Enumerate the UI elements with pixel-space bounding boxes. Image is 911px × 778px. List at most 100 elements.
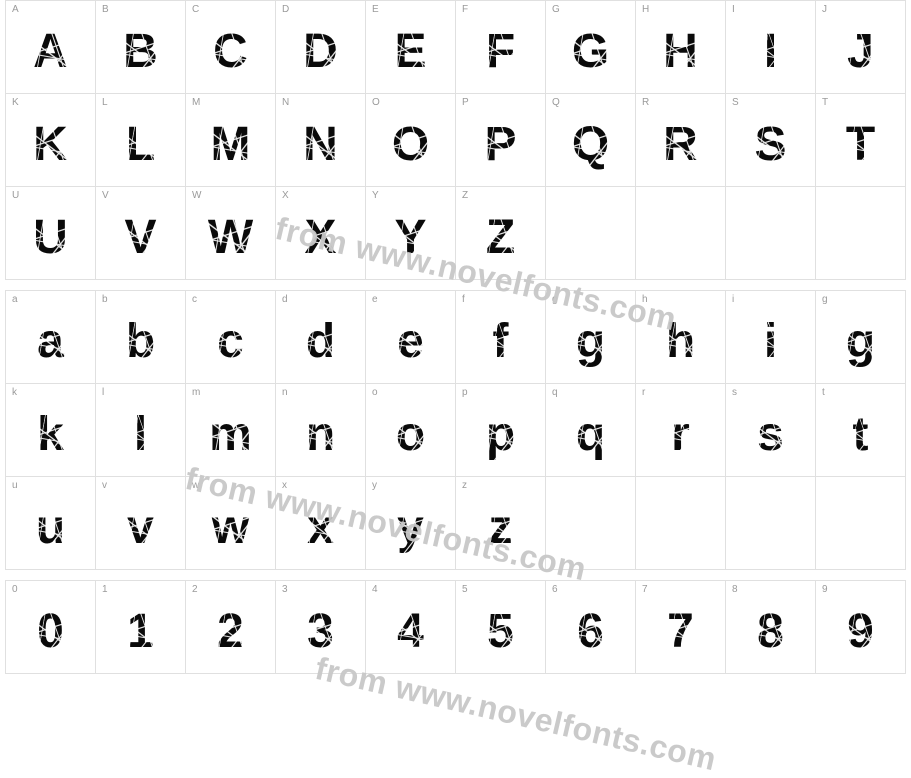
cell-glyph: l [96, 400, 185, 476]
cell-glyph: U [6, 203, 95, 279]
glyph-text: i [764, 318, 777, 366]
glyph-text: W [208, 214, 253, 262]
section-gap [0, 280, 911, 290]
charmap-grid-uppercase: AABBCCDDEEFFGGHHIIJJKKLLMMNNOOPPQQRRSSTT… [5, 0, 906, 280]
cell-key-label: O [366, 94, 455, 110]
glyph-text: 8 [757, 608, 784, 656]
cell-glyph: y [366, 493, 455, 569]
cell-key-label: Z [456, 187, 545, 203]
charmap-cell: 55 [456, 581, 546, 674]
charmap-cell: CC [186, 1, 276, 94]
cell-glyph: 5 [456, 597, 545, 673]
charmap-cell: II [726, 1, 816, 94]
cell-glyph: x [276, 493, 365, 569]
cell-key-label: E [366, 1, 455, 17]
glyph-text: F [486, 28, 515, 76]
glyph-text: m [209, 411, 252, 459]
cell-key-label: x [276, 477, 365, 493]
glyph-text: A [33, 28, 68, 76]
glyph-text: 5 [487, 608, 514, 656]
glyph-text: S [754, 121, 786, 169]
cell-glyph: r [636, 400, 725, 476]
cell-glyph: t [816, 400, 905, 476]
cell-key-label: r [636, 384, 725, 400]
cell-glyph: M [186, 110, 275, 186]
charmap-cell: SS [726, 94, 816, 187]
glyph-text: 4 [397, 608, 424, 656]
glyph-text: 9 [847, 608, 874, 656]
cell-glyph: H [636, 17, 725, 93]
charmap-cell: ii [726, 291, 816, 384]
cell-key-label: C [186, 1, 275, 17]
charmap-cell: KK [6, 94, 96, 187]
cell-glyph: 9 [816, 597, 905, 673]
glyph-text: 1 [127, 608, 154, 656]
cell-key-label: H [636, 1, 725, 17]
glyph-text: L [126, 121, 155, 169]
charmap-cell: ZZ [456, 187, 546, 280]
cell-key-label: f [456, 291, 545, 307]
cell-glyph: E [366, 17, 455, 93]
cell-glyph: g [816, 307, 905, 383]
cell-glyph: F [456, 17, 545, 93]
glyph-text: f [493, 318, 509, 366]
charmap-cell: JJ [816, 1, 906, 94]
charmap-cell: UU [6, 187, 96, 280]
cell-key-label: t [816, 384, 905, 400]
charmap-cell: LL [96, 94, 186, 187]
cell-glyph: X [276, 203, 365, 279]
cell-key-label: e [366, 291, 455, 307]
glyph-text: e [397, 318, 424, 366]
charmap-cell: 77 [636, 581, 726, 674]
charmap-cell: bb [96, 291, 186, 384]
cell-glyph: 3 [276, 597, 365, 673]
cell-glyph: f [456, 307, 545, 383]
charmap-cell: 00 [6, 581, 96, 674]
cell-glyph: A [6, 17, 95, 93]
charmap-cell-blank [816, 187, 906, 280]
cell-key-label: V [96, 187, 185, 203]
cell-key-label: W [186, 187, 275, 203]
charmap-cell: cc [186, 291, 276, 384]
cell-key-label: P [456, 94, 545, 110]
charmap-cell-blank [546, 187, 636, 280]
cell-key-label: v [96, 477, 185, 493]
glyph-text: Y [394, 214, 426, 262]
glyph-text: 2 [217, 608, 244, 656]
charmap-cell: kk [6, 384, 96, 477]
cell-glyph: o [366, 400, 455, 476]
glyph-text: 6 [577, 608, 604, 656]
cell-key-label: G [546, 1, 635, 17]
charmap-cell: gg [546, 291, 636, 384]
glyph-text: r [671, 411, 690, 459]
cell-glyph: v [96, 493, 185, 569]
cell-glyph: w [186, 493, 275, 569]
cell-glyph: m [186, 400, 275, 476]
cell-glyph: h [636, 307, 725, 383]
cell-glyph: S [726, 110, 815, 186]
cell-glyph: B [96, 17, 185, 93]
cell-key-label: X [276, 187, 365, 203]
cell-key-label: M [186, 94, 275, 110]
cell-key-label: l [96, 384, 185, 400]
charmap-cell: AA [6, 1, 96, 94]
cell-key-label: I [726, 1, 815, 17]
glyph-text: h [666, 318, 695, 366]
glyph-text: V [124, 214, 156, 262]
charmap-container: AABBCCDDEEFFGGHHIIJJKKLLMMNNOOPPQQRRSSTT… [0, 0, 911, 674]
cell-glyph: J [816, 17, 905, 93]
section-gap [0, 570, 911, 580]
cell-glyph: N [276, 110, 365, 186]
glyph-text: G [572, 28, 609, 76]
glyph-text: U [33, 214, 68, 262]
cell-glyph: P [456, 110, 545, 186]
cell-key-label: p [456, 384, 545, 400]
cell-key-label: k [6, 384, 95, 400]
cell-key-label: g [816, 291, 905, 307]
charmap-cell: RR [636, 94, 726, 187]
charmap-cell-blank [726, 187, 816, 280]
glyph-text: g [846, 318, 875, 366]
glyph-text: C [213, 28, 248, 76]
cell-glyph: D [276, 17, 365, 93]
cell-key-label: w [186, 477, 275, 493]
